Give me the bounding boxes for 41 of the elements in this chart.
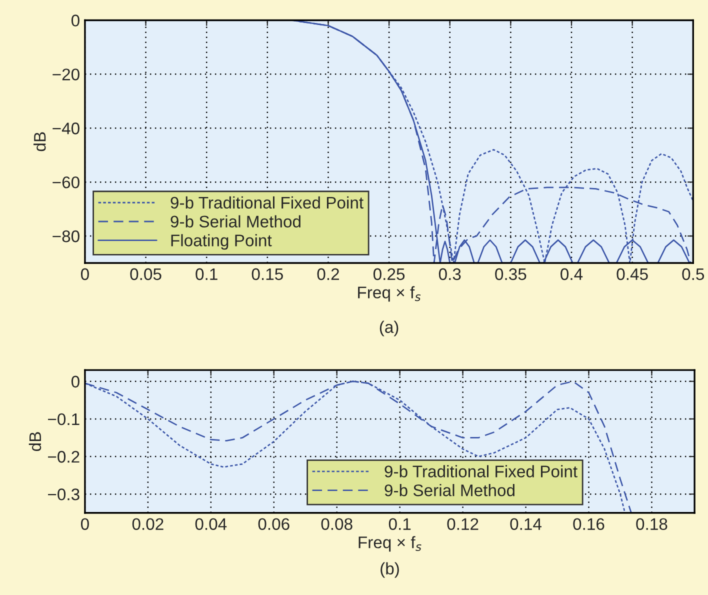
text: (a) [380, 320, 398, 336]
x-tick-label: 0.45 [616, 268, 648, 280]
legend-label: 9-b Traditional Fixed Point [384, 465, 578, 478]
y-tick-label: 0 [71, 14, 80, 26]
x-tick-label: 0.05 [130, 268, 162, 280]
legend-label: 9-b Traditional Fixed Point [170, 196, 364, 209]
y-axis-title: dB [28, 432, 42, 451]
text: (b) [380, 562, 399, 578]
x-tick-label: 0.5 [682, 268, 704, 280]
x-tick-label: 0 [80, 518, 89, 530]
x-tick-label: 0.02 [132, 518, 164, 530]
x-tick-label: 0.1 [196, 268, 218, 280]
x-tick-label: 0.04 [195, 518, 227, 530]
y-axis-title: dB [34, 132, 46, 152]
x-tick-label: 0.25 [373, 268, 405, 280]
x-tick-label: 0.14 [510, 518, 542, 530]
x-tick-label: 0.12 [447, 518, 478, 530]
x-tick-label: 0.3 [438, 268, 461, 280]
x-tick-label: 0.35 [495, 268, 526, 280]
y-tick-label: −80 [52, 230, 80, 242]
y-tick-label: −20 [52, 68, 80, 80]
x-tick-label: 0.1 [388, 518, 411, 530]
x-tick-label: 0.08 [321, 518, 352, 530]
x-tick-label: 0 [80, 268, 89, 280]
legend-label: 9-b Serial Method [170, 215, 300, 228]
legend-label: Floating Point [171, 234, 272, 250]
y-tick-label: −40 [52, 122, 80, 134]
y-tick-label: −60 [52, 176, 80, 188]
x-tick-label: 0.15 [252, 268, 283, 280]
x-tick-label: 0.4 [560, 268, 583, 280]
x-tick-label: 0.18 [636, 518, 668, 530]
legend-label: 9-b Serial Method [384, 484, 514, 496]
x-tick-label: 0.06 [258, 518, 290, 530]
y-tick-label: −0.3 [48, 488, 80, 500]
x-tick-label: 0.16 [573, 518, 604, 530]
x-axis-title: Freq × f$_{s}$ [358, 536, 422, 552]
y-tick-label: −0.2 [48, 450, 80, 463]
y-tick-label: −0.1 [48, 413, 80, 426]
x-tick-label: 0.2 [317, 268, 339, 280]
y-tick-label: 0 [71, 376, 80, 388]
x-axis-title: Freq × f$_{s}$ [358, 286, 421, 302]
